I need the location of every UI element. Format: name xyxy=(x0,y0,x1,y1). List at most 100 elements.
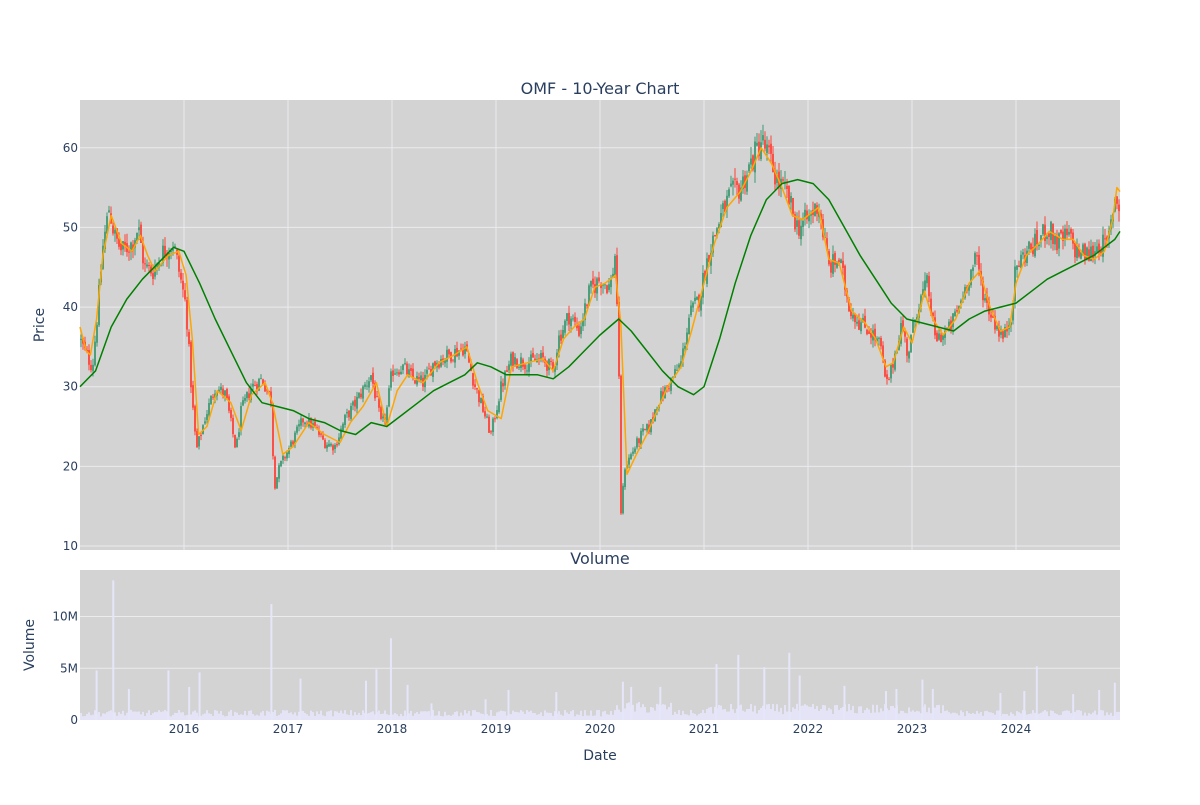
volume-bar xyxy=(176,713,178,720)
volume-bar xyxy=(296,715,298,720)
candle-body xyxy=(380,407,382,419)
candle-body xyxy=(582,319,584,327)
volume-bar xyxy=(802,705,804,720)
candle-body xyxy=(878,337,880,339)
candle-body xyxy=(1058,233,1060,249)
candle-body xyxy=(1040,235,1042,242)
volume-bar-spike xyxy=(737,654,740,720)
candle-body xyxy=(188,332,190,344)
candle-body xyxy=(938,333,940,340)
candle-body xyxy=(568,312,570,325)
candle-body xyxy=(252,383,254,387)
candle-body xyxy=(550,360,552,362)
candle-body xyxy=(826,238,828,251)
volume-bar xyxy=(420,711,422,720)
candlestick xyxy=(974,251,976,267)
volume-bar xyxy=(224,716,226,720)
candle-body xyxy=(972,267,974,271)
price-y-tick-label: 10 xyxy=(63,539,78,553)
volume-bar xyxy=(1080,710,1082,720)
candle-body xyxy=(792,198,794,214)
volume-bar xyxy=(772,703,774,720)
candlestick xyxy=(1020,250,1022,270)
candle-body xyxy=(244,397,246,401)
volume-bar xyxy=(736,708,738,720)
candle-body xyxy=(128,251,130,253)
volume-bar xyxy=(858,706,860,720)
volume-bar xyxy=(638,702,640,720)
candle-body xyxy=(194,406,196,432)
candle-body xyxy=(734,178,736,180)
volume-bar xyxy=(854,712,856,720)
candle-body xyxy=(280,460,282,467)
volume-bar xyxy=(302,711,304,720)
volume-bar xyxy=(432,709,434,720)
volume-bar xyxy=(160,711,162,720)
volume-bar xyxy=(926,712,928,720)
candle-body xyxy=(1026,250,1028,264)
candle-body xyxy=(694,297,696,301)
volume-bar xyxy=(460,712,462,720)
candlestick xyxy=(1060,229,1062,235)
volume-bar-spike xyxy=(430,703,433,720)
candle-body xyxy=(200,435,202,437)
volume-bar xyxy=(250,710,252,720)
candle-body xyxy=(816,205,818,214)
candle-body xyxy=(802,220,804,227)
volume-bar xyxy=(1020,713,1022,720)
candle-body xyxy=(348,410,350,418)
candlestick xyxy=(318,425,320,438)
candle-body xyxy=(1080,252,1082,259)
candle-body xyxy=(844,265,846,290)
candle-body xyxy=(676,369,678,371)
candle-body xyxy=(330,443,332,446)
candlestick xyxy=(190,340,192,394)
volume-bar xyxy=(492,715,494,720)
volume-bar xyxy=(684,714,686,720)
candlestick xyxy=(936,330,938,342)
candlestick xyxy=(484,406,486,419)
candle-body xyxy=(476,388,478,390)
volume-bar xyxy=(148,710,150,720)
x-tick-label: 2017 xyxy=(273,722,304,736)
volume-bar xyxy=(454,712,456,720)
candle-body xyxy=(458,350,460,356)
candle-body xyxy=(1118,204,1120,212)
volume-bar xyxy=(306,714,308,720)
candle-body xyxy=(692,302,694,308)
candlestick xyxy=(314,417,316,428)
candle-body xyxy=(700,295,702,311)
volume-bar xyxy=(240,714,242,720)
volume-bar xyxy=(900,710,902,720)
candle-body xyxy=(398,372,400,375)
candle-body xyxy=(356,396,358,409)
candlestick xyxy=(906,336,908,363)
candlestick xyxy=(858,313,860,331)
candle-body xyxy=(90,364,92,371)
candle-body xyxy=(358,392,360,398)
candle-body xyxy=(1018,265,1020,267)
candlestick xyxy=(1100,246,1102,257)
volume-bar xyxy=(244,710,246,720)
volume-bar xyxy=(590,710,592,720)
x-tick-label: 2016 xyxy=(169,722,200,736)
candlestick xyxy=(514,353,516,368)
candle-body xyxy=(870,332,872,338)
candle-body xyxy=(608,284,610,290)
volume-bar xyxy=(446,715,448,720)
volume-bar xyxy=(414,713,416,720)
candlestick xyxy=(206,409,208,424)
candlestick xyxy=(186,296,188,337)
candle-body xyxy=(996,325,998,330)
candle-body xyxy=(182,280,184,290)
candle-body xyxy=(638,438,640,444)
volume-bar xyxy=(146,712,148,720)
volume-bar xyxy=(180,712,182,720)
candlestick xyxy=(984,293,986,303)
candle-body xyxy=(334,445,336,450)
volume-bar xyxy=(696,715,698,720)
candle-body xyxy=(1022,252,1024,255)
candle-body xyxy=(754,141,756,173)
volume-bar xyxy=(144,716,146,720)
volume-bar xyxy=(100,716,102,720)
